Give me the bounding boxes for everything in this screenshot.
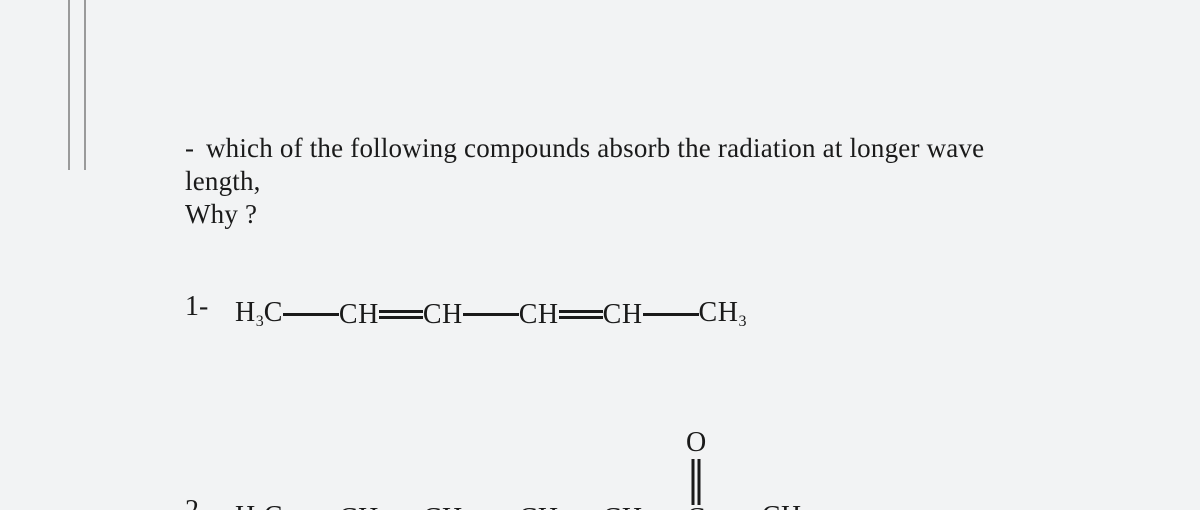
question-line2: Why ? (185, 199, 257, 229)
atom: H3C (235, 299, 283, 330)
bond-double (379, 310, 423, 319)
page: - which of the following compounds absor… (0, 0, 1200, 510)
carbonyl-group: O (686, 429, 706, 509)
content-block: - which of the following compounds absor… (185, 132, 1045, 510)
bond-single (643, 313, 699, 316)
atom: CH (339, 505, 379, 510)
bond-single (463, 313, 519, 316)
atom: CH3 (699, 299, 747, 330)
bond-single (283, 313, 339, 316)
atom: CH (603, 505, 643, 510)
bond-double (559, 310, 603, 319)
atom: CH (519, 301, 559, 329)
page-edge-inner (84, 0, 86, 170)
item-label-2: 2- (185, 495, 208, 510)
atom: CH (423, 505, 463, 510)
atom: CH3 (762, 503, 810, 510)
question-text: - which of the following compounds absor… (185, 132, 1045, 231)
bond-double-vertical (692, 459, 701, 505)
structure-2: H3C CH CH CH CH C CH3 (235, 499, 810, 510)
atom-oxygen: O (686, 429, 706, 457)
item-label-1: 1- (185, 291, 208, 323)
atom: CH (519, 505, 559, 510)
bullet-dash: - (185, 132, 199, 165)
atom: CH (339, 301, 379, 329)
page-edge-outer (68, 0, 70, 170)
atom: CH (423, 301, 463, 329)
compound-2: 2- H3C CH CH CH CH C CH3 O (185, 389, 1045, 510)
question-line1: which of the following compounds absorb … (185, 133, 984, 196)
atom: CH (603, 301, 643, 329)
structure-1: H3C CH CH CH CH CH3 (235, 295, 746, 335)
compound-1: 1- H3C CH CH CH CH CH3 (185, 259, 1045, 369)
atom: H3C (235, 503, 283, 510)
